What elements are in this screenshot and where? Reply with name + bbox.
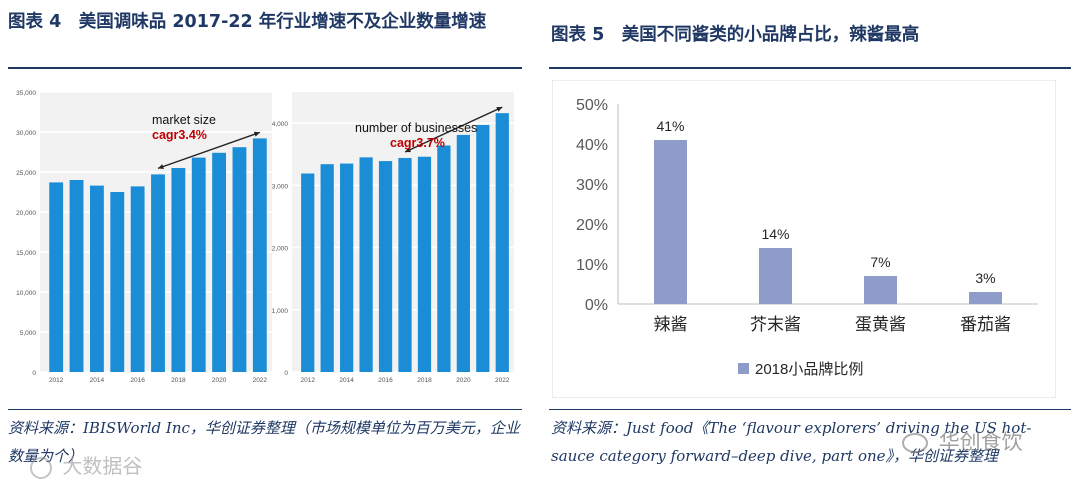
share-y-tick-label: 30%: [576, 177, 608, 194]
left-title-rule: [8, 67, 522, 69]
market-size-bar-2019: [191, 157, 206, 372]
market-size-y-tick-label: 30,000: [16, 130, 36, 137]
businesses-x-tick-label: 2012: [300, 377, 315, 384]
share-x-tick-label: 辣酱: [654, 315, 688, 334]
right-title-rule: [549, 67, 1071, 69]
market-size-bar-2021: [232, 147, 247, 372]
market-size-x-tick-label: 2016: [130, 377, 145, 384]
businesses-y-tick-label: 1,000: [272, 308, 289, 315]
share-y-tick-label: 40%: [576, 137, 608, 154]
share-data-label: 14%: [761, 226, 789, 242]
market-size-bar-2022: [252, 138, 267, 372]
market-size-annotation-value: cagr3.4%: [152, 128, 207, 142]
share-y-tick-label: 20%: [576, 217, 608, 234]
share-x-tick-label: 芥末酱: [750, 315, 801, 334]
share-y-tick-label: 50%: [576, 97, 608, 114]
market-size-annotation-label: market size: [152, 113, 216, 127]
market-size-bar-2018: [171, 168, 186, 372]
share-y-tick-label: 10%: [576, 257, 608, 274]
market-size-x-tick-label: 2022: [253, 377, 268, 384]
share-bar-蛋黄酱: [864, 276, 897, 304]
market-size-y-tick-label: 20,000: [16, 210, 36, 217]
businesses-annotation-label: number of businesses: [355, 121, 477, 135]
market-size-bar-2014: [89, 185, 104, 372]
market-size-bar-2015: [110, 192, 125, 372]
market-size-bar-2012: [49, 182, 64, 372]
watermark-logo-icon: [30, 456, 52, 479]
left-figure-title: 图表 4 美国调味品 2017-22 年行业增速不及企业数量增速: [8, 12, 487, 32]
right-watermark: 华创食饮: [902, 426, 1023, 456]
businesses-bar-2021: [476, 124, 490, 372]
businesses-bar-2015: [359, 157, 373, 372]
left-watermark: 大数据谷: [30, 450, 142, 479]
businesses-x-tick-label: 2014: [339, 377, 354, 384]
businesses-bar-2020: [456, 134, 470, 372]
businesses-y-tick-label: 3,000: [272, 183, 289, 190]
businesses-bar-2014: [340, 163, 354, 372]
market-size-bar-2013: [69, 180, 84, 372]
right-source-note: 资料来源：Just food《The ‘flavour explorers’ d…: [551, 419, 1032, 465]
market-size-x-tick-label: 2014: [90, 377, 105, 384]
market-size-y-tick-label: 0: [32, 370, 36, 377]
market-size-x-tick-label: 2020: [212, 377, 227, 384]
market-size-bar-2020: [212, 152, 227, 372]
left-source-note: 资料来源：IBISWorld Inc，华创证券整理（市场规模单位为百万美元，企业…: [8, 419, 520, 465]
businesses-bar-2012: [301, 173, 315, 372]
small-brand-share-chart: 0% 10% 20% 30% 40% 50% 41% 辣酱 14% 芥末酱 7% 蛋黄酱 3% 番茄酱 20…: [551, 79, 1057, 399]
businesses-bar-2017: [398, 157, 412, 372]
market-size-y-tick-label: 35,000: [16, 90, 36, 97]
market-size-x-tick-label: 2018: [171, 377, 186, 384]
share-y-tick-label: 0%: [585, 297, 608, 314]
share-legend-label: 2018小品牌比例: [755, 361, 863, 378]
businesses-x-tick-label: 2016: [378, 377, 393, 384]
market-size-y-tick-label: 15,000: [16, 250, 36, 257]
left-watermark-text: 大数据谷: [62, 454, 143, 478]
market-size-y-tick-label: 25,000: [16, 170, 36, 177]
market-size-chart: 0 5,000 10,000 15,000 20,000 25,000 30,000 35,0…: [16, 90, 272, 384]
small-brand-share-chart-panel: 0% 10% 20% 30% 40% 50% 41% 辣酱 14% 芥末酱 7% 蛋黄酱 3% 番茄酱 20…: [551, 79, 1057, 399]
share-bar-芥末酱: [759, 248, 792, 304]
businesses-bar-2022: [495, 113, 509, 373]
market-size-bar-2017: [151, 174, 165, 372]
market-size-cagr-arrow-head-start: [158, 164, 164, 170]
businesses-cagr-arrow-head-end: [496, 107, 503, 112]
share-bar-番茄酱: [969, 292, 1002, 304]
share-x-tick-label: 番茄酱: [960, 315, 1011, 334]
businesses-annotation-value: cagr3.7%: [390, 136, 445, 150]
businesses-x-tick-label: 2020: [456, 377, 471, 384]
businesses-bar-2016: [378, 161, 393, 372]
right-source-rule: [549, 409, 1071, 410]
businesses-x-tick-label: 2018: [417, 377, 432, 384]
right-watermark-text: 华创食饮: [938, 430, 1023, 454]
wechat-icon: [902, 433, 928, 453]
business-count-chart-panel: 0 1,000 2,000 3,000 4,000 2012 2014 2016 2018 202…: [264, 84, 520, 388]
businesses-bar-2019: [437, 145, 451, 372]
share-chart-frame: [551, 79, 1057, 399]
share-bar-辣酱: [654, 140, 687, 304]
businesses-bar-2013: [320, 164, 334, 372]
share-data-label: 41%: [656, 118, 684, 134]
businesses-cagr-arrow-line: [404, 106, 503, 153]
businesses-y-tick-label: 2,000: [272, 246, 289, 253]
market-size-y-tick-label: 5,000: [20, 330, 37, 337]
share-x-tick-label: 蛋黄酱: [855, 315, 906, 334]
market-size-y-tick-label: 10,000: [16, 290, 36, 297]
businesses-y-tick-label: 4,000: [272, 121, 289, 128]
business-count-chart: 0 1,000 2,000 3,000 4,000 2012 2014 2016 2018 202…: [272, 92, 514, 384]
market-size-chart-panel: 0 5,000 10,000 15,000 20,000 25,000 30,000 35,0…: [8, 84, 278, 388]
businesses-cagr-arrow-head-start: [405, 147, 411, 153]
market-size-cagr-arrow-line: [157, 131, 261, 170]
businesses-y-tick-label: 0: [284, 370, 288, 377]
businesses-bar-2018: [417, 156, 432, 372]
right-figure-title: 图表 5 美国不同酱类的小品牌占比，辣酱最高: [551, 25, 920, 45]
market-size-x-tick-label: 2012: [49, 377, 64, 384]
share-legend-swatch: [738, 363, 749, 374]
share-data-label: 7%: [870, 254, 890, 270]
businesses-x-tick-label: 2022: [495, 377, 510, 384]
market-size-bar-2016: [130, 186, 145, 372]
market-size-cagr-arrow-head-end: [253, 131, 260, 137]
share-data-label: 3%: [975, 270, 995, 286]
left-source-rule: [8, 409, 522, 410]
